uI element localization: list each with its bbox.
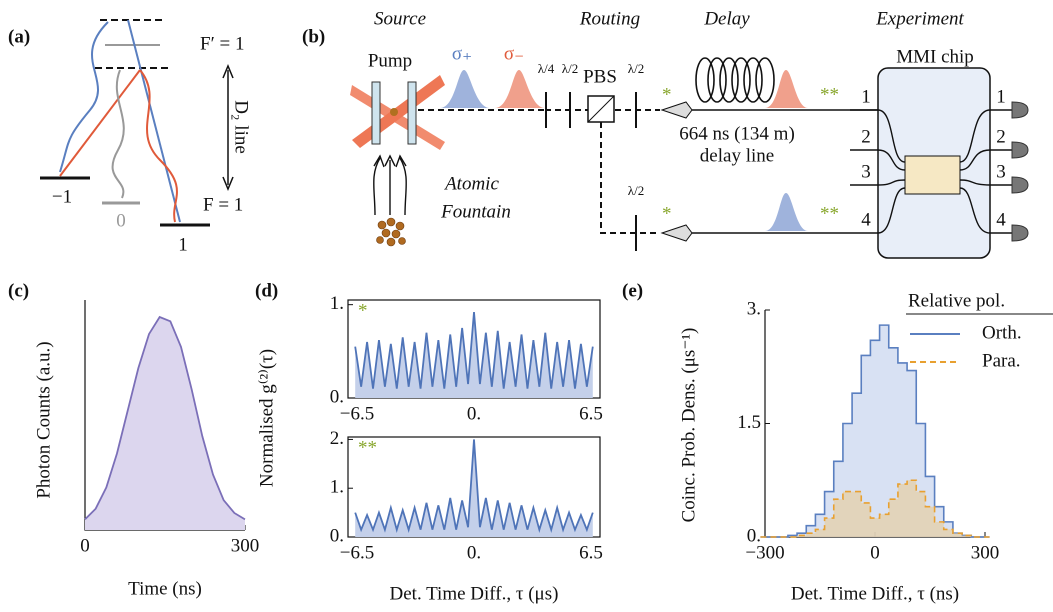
- panel-label: (a): [8, 26, 30, 47]
- marker: *: [662, 84, 672, 105]
- panel-label: (d): [255, 280, 278, 301]
- x-tick-label: 300: [971, 542, 1000, 563]
- delay-label: 664 ns (134 m): [679, 123, 795, 144]
- panel-marker: **: [358, 437, 377, 458]
- x-axis-label: Det. Time Diff., τ (ns): [791, 583, 959, 604]
- sublevel-label: 1: [178, 234, 188, 255]
- port-label: 4: [861, 209, 871, 230]
- y-tick-label: 0.: [330, 386, 344, 407]
- data-line: [84, 315, 246, 521]
- x-tick-label: 300: [231, 535, 260, 556]
- y-tick-label: 1.5: [737, 412, 761, 433]
- pump-label: Pump: [368, 50, 412, 71]
- panel-label: (c): [8, 280, 29, 301]
- source-label: Fountain: [440, 201, 511, 222]
- panel-marker: *: [358, 300, 368, 321]
- section-title: Source: [374, 8, 426, 29]
- y-tick-label: 0.: [330, 525, 344, 546]
- area-fill: [85, 317, 245, 530]
- y-axis-label: Coinc. Prob. Dens. (μs⁻¹): [678, 328, 699, 523]
- x-tick-label: 0.: [467, 403, 481, 424]
- area-fill: [760, 480, 990, 537]
- x-tick-label: 6.5: [579, 542, 603, 563]
- x-tick-label: −6.5: [340, 403, 374, 424]
- x-tick-label: −6.5: [340, 542, 374, 563]
- pbs-label: PBS: [583, 66, 617, 87]
- area-fill: [760, 325, 990, 537]
- y-tick-label: 1.: [330, 293, 344, 314]
- y-axis-label: Normalised g⁽²⁾(τ): [256, 349, 277, 487]
- port-label: 4: [996, 209, 1006, 230]
- level-label: F = 1: [203, 194, 243, 215]
- port-label: 1: [996, 86, 1006, 107]
- chip-label: MMI chip: [896, 46, 974, 67]
- setup-diagram: Source Routing Delay Experiment Pump σ₊ …: [350, 8, 1029, 259]
- y-tick-label: 1.: [330, 477, 344, 498]
- port-label: 3: [996, 161, 1006, 182]
- section-title: Experiment: [875, 8, 964, 29]
- y-tick-label: 0.: [747, 525, 761, 546]
- marker: **: [820, 203, 839, 224]
- delay-label: delay line: [700, 145, 774, 166]
- data-line: [354, 439, 594, 533]
- y-tick-label: 3.: [747, 298, 761, 319]
- x-tick-label: 0: [870, 542, 880, 563]
- sublevel-label: −1: [52, 186, 72, 207]
- polarisation-label: σ₋: [504, 43, 524, 64]
- sublevel-label: 0: [116, 210, 126, 231]
- x-tick-label: 6.5: [579, 403, 603, 424]
- polarisation-label: σ₊: [452, 43, 472, 64]
- port-label: 2: [996, 126, 1006, 147]
- panel-label: (b): [302, 26, 325, 47]
- port-label: 2: [861, 126, 871, 147]
- panel-label: (e): [622, 280, 643, 301]
- source-label: Atomic: [443, 173, 499, 194]
- y-axis-label: Photon Counts (a.u.): [33, 341, 54, 498]
- level-label: F′ = 1: [200, 33, 244, 54]
- x-axis-label: Time (ns): [128, 578, 202, 599]
- y-tick-label: 2.: [330, 428, 344, 449]
- waveplate-label: λ/2: [628, 183, 644, 198]
- transition-label: D₂ line: [231, 100, 252, 154]
- legend-label: Para.: [982, 350, 1021, 371]
- x-tick-label: −300: [745, 542, 784, 563]
- marker: *: [662, 203, 672, 224]
- port-label: 1: [861, 86, 871, 107]
- data-line: [760, 479, 990, 538]
- waveplate-label: λ/2: [562, 61, 578, 76]
- section-title: Delay: [703, 8, 750, 29]
- legend-title: Relative pol.: [908, 290, 1005, 311]
- x-axis-label: Det. Time Diff., τ (μs): [390, 583, 559, 604]
- marker: **: [820, 84, 839, 105]
- data-line: [760, 324, 990, 538]
- level-diagram: F′ = 1 D₂ line F = 1 −1 0 1: [40, 19, 252, 255]
- data-line: [354, 312, 594, 389]
- waveplate-label: λ/2: [628, 61, 644, 76]
- x-tick-label: 0.: [467, 542, 481, 563]
- waveplate-label: λ/4: [538, 61, 555, 76]
- legend-label: Orth.: [982, 322, 1022, 343]
- area-fill: [355, 312, 593, 398]
- x-tick-label: 0: [80, 535, 90, 556]
- port-label: 3: [861, 161, 871, 182]
- area-fill: [355, 439, 593, 537]
- section-title: Routing: [579, 8, 640, 29]
